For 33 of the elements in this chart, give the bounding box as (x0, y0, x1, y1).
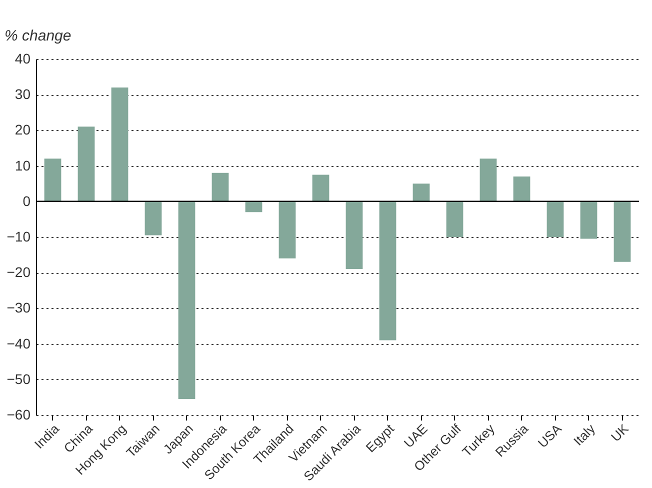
x-tick-label: USA (534, 420, 565, 451)
bar (446, 201, 464, 237)
bar (44, 158, 62, 202)
bar (212, 172, 229, 202)
bar (513, 176, 530, 202)
y-tick-label: −10 (6, 228, 31, 244)
y-tick-label: −50 (6, 370, 31, 387)
bar (614, 201, 631, 262)
y-tick-label: −60 (6, 406, 31, 422)
bar (278, 201, 296, 258)
y-tick-label: −30 (6, 300, 31, 316)
bar (379, 201, 396, 340)
y-tick-label: 10 (14, 157, 31, 174)
x-tick-label: Italy (570, 420, 598, 449)
bar (480, 158, 497, 202)
y-tick-label: 0 (22, 192, 31, 209)
y-tick-label: −40 (6, 335, 31, 352)
bar (346, 201, 363, 270)
y-tick-label: 20 (14, 122, 31, 138)
bar (546, 201, 564, 237)
y-tick-label: 30 (14, 86, 31, 102)
bar (178, 201, 196, 399)
y-tick-label: −20 (6, 264, 31, 280)
y-tick-label: 40 (14, 50, 31, 66)
bar (144, 201, 162, 236)
bar (312, 174, 330, 202)
bar (412, 184, 430, 202)
y-axis-title: % change (4, 28, 72, 44)
bar (111, 87, 128, 202)
bar (580, 201, 598, 239)
bar (78, 126, 95, 202)
bar (245, 201, 262, 212)
x-tick-label: UK (608, 420, 632, 444)
